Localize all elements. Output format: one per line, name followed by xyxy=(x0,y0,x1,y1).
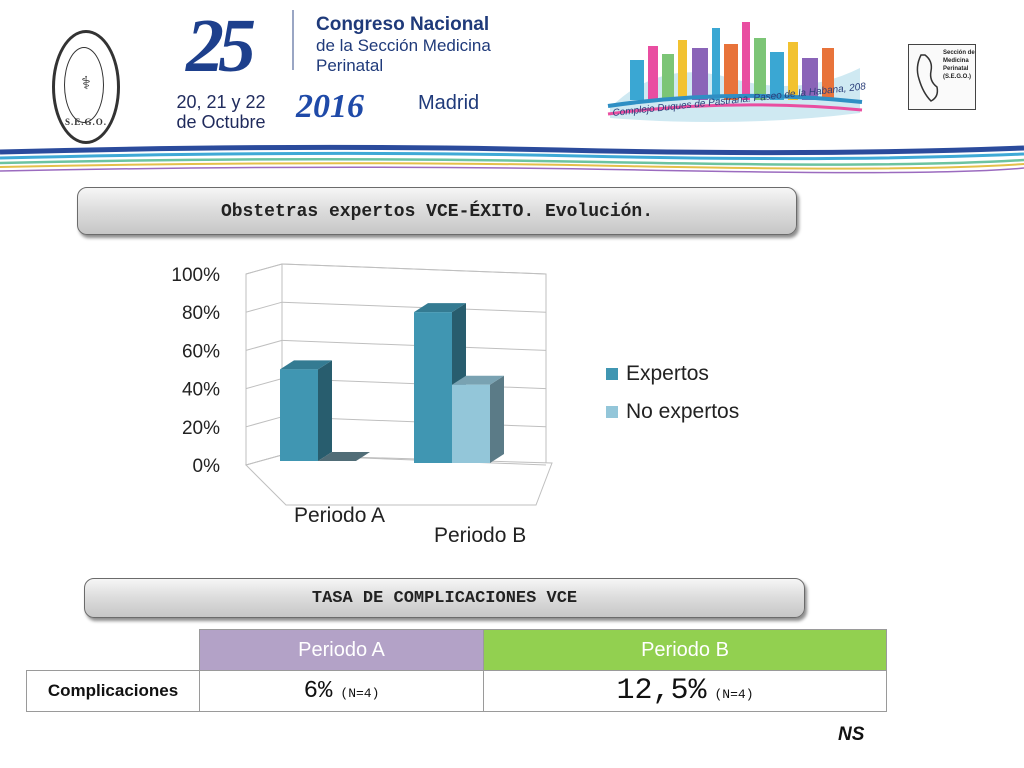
success-bar-chart: 0% 20% 40% 60% 80% 100% Periodo A Periodo B Expe… xyxy=(171,263,739,547)
chart-floor xyxy=(245,454,553,506)
y-tick-label: 20% xyxy=(182,418,220,439)
column-header-periodo-b: Periodo B xyxy=(483,629,887,671)
y-tick-label: 0% xyxy=(193,456,221,477)
complications-section-title: TASA DE COMPLICACIONES VCE xyxy=(84,578,805,618)
bar-top-expertos xyxy=(414,303,466,313)
congress-dates: 20, 21 y 22 de Octubre xyxy=(176,92,266,132)
gridline-side xyxy=(245,454,283,466)
legend-label: No expertos xyxy=(626,400,739,423)
sego-seal-logo: ⚕ S.E.G.O. xyxy=(52,30,120,144)
legend-swatch xyxy=(606,368,618,380)
caduceus-icon: ⚕ xyxy=(81,73,91,94)
seal-inner-ring xyxy=(64,47,104,123)
bar-side-expertos xyxy=(318,360,332,461)
gridline-side xyxy=(245,378,283,390)
table-header-row: Periodo A Periodo B xyxy=(27,629,887,671)
bar-top-expertos xyxy=(280,360,332,370)
bar-no-expertos xyxy=(452,384,490,463)
seal-label: S.E.G.O. xyxy=(64,117,107,127)
gridline-side xyxy=(245,339,283,351)
sample-size-periodo-a: (N=4) xyxy=(340,685,380,701)
sample-size-periodo-b: (N=4) xyxy=(714,687,754,702)
bar-no-expertos xyxy=(318,452,370,461)
row-label-complicaciones: Complicaciones xyxy=(26,670,200,712)
legend-swatch xyxy=(606,406,618,418)
congress-title: Congreso Nacional xyxy=(316,14,490,35)
bar-expertos xyxy=(414,312,452,463)
gridline xyxy=(281,263,547,275)
bar-top-no-expertos xyxy=(452,375,504,385)
gridline-side xyxy=(245,263,283,275)
congress-subtitle: de la Sección Medicina Perinatal xyxy=(316,36,491,75)
chart-side-wall xyxy=(245,263,283,466)
y-tick-label: 100% xyxy=(171,265,220,286)
congress-year: 2016 xyxy=(296,88,364,125)
bar-expertos xyxy=(280,369,318,461)
column-header-periodo-a: Periodo A xyxy=(199,629,484,671)
cell-periodo-b: 12,5% (N=4) xyxy=(483,670,887,712)
gridline-side xyxy=(245,301,283,313)
congress-city: Madrid xyxy=(418,92,480,114)
fetus-icon xyxy=(916,54,939,102)
chart-section-title: Obstetras expertos VCE-ÉXITO. Evolución. xyxy=(77,187,797,235)
perinatal-section-logo: Sección de Medicina Perinatal (S.E.G.O.) xyxy=(908,44,976,110)
header-divider xyxy=(292,10,294,70)
table-row: Complicaciones 6% (N=4) 12,5% (N=4) xyxy=(26,670,887,712)
y-tick-label: 40% xyxy=(182,380,220,401)
gridline-side xyxy=(245,416,283,428)
y-tick-label: 80% xyxy=(182,303,220,324)
madrid-skyline-illustration xyxy=(607,22,863,122)
table-corner-cell xyxy=(27,630,200,671)
x-tick-label: Periodo A xyxy=(294,504,385,527)
value-periodo-a: 6% xyxy=(303,677,333,705)
significance-label: NS xyxy=(838,724,865,745)
complications-table: Periodo A Periodo B Complicaciones 6% (N=… xyxy=(26,629,887,712)
legend-label: Expertos xyxy=(626,362,709,385)
congress-banner: ⚕ S.E.G.O. 25 20, 21 y 22 de Octubre Con… xyxy=(0,0,1024,174)
cell-periodo-a: 6% (N=4) xyxy=(199,670,484,712)
value-periodo-b: 12,5% xyxy=(616,674,707,708)
bar-side-no-expertos xyxy=(490,375,504,463)
decorative-stripes xyxy=(0,144,1024,174)
congress-number: 25 xyxy=(186,4,256,88)
section-logo-text: Sección de Medicina Perinatal (S.E.G.O.) xyxy=(943,50,975,80)
y-tick-label: 60% xyxy=(182,341,220,362)
x-tick-label: Periodo B xyxy=(434,524,526,547)
gridline xyxy=(281,301,547,313)
